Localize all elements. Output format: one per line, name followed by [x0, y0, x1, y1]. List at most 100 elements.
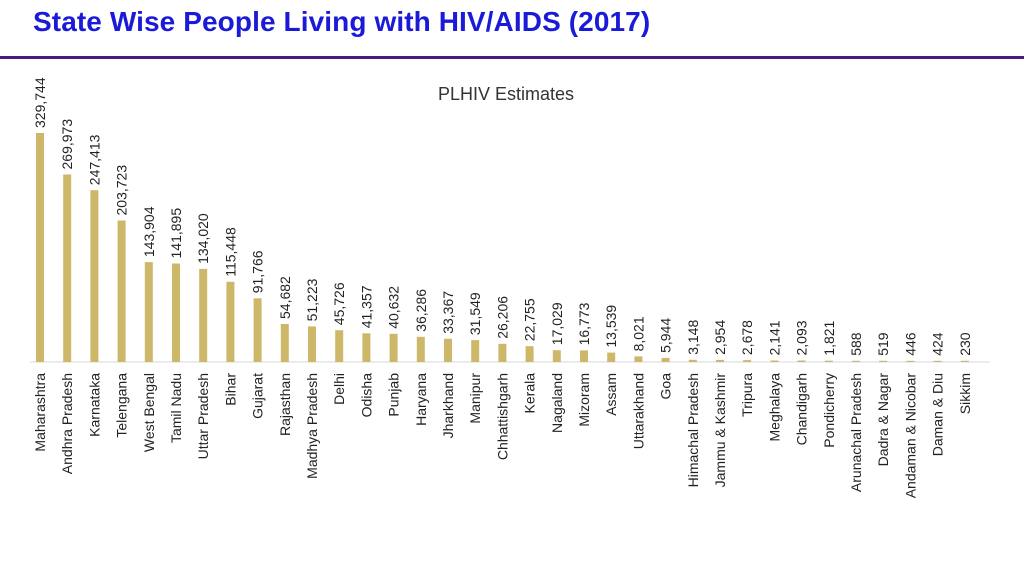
bar-24	[688, 359, 697, 362]
bar-17	[498, 343, 507, 362]
bar-33	[933, 360, 942, 362]
category-label-8: Gujarat	[250, 373, 266, 419]
category-label-33: Daman & Diu	[930, 373, 946, 456]
value-label-11: 45,726	[331, 282, 347, 325]
category-label-10: Madhya Pradesh	[304, 373, 320, 479]
bar-20	[580, 350, 588, 362]
bar-13	[389, 333, 398, 362]
bar-5	[172, 263, 180, 362]
value-label-6: 134,020	[195, 213, 211, 264]
value-label-15: 33,367	[440, 291, 456, 334]
bar-23	[661, 357, 670, 362]
value-labels-group: 329,744 269,973 247,413 203,723 143,904 141,8…	[32, 77, 973, 356]
value-label-21: 13,539	[603, 305, 619, 348]
bar-7	[226, 281, 235, 362]
bar-2	[90, 190, 99, 362]
bar-26	[743, 360, 752, 362]
value-label-31: 519	[875, 332, 891, 356]
category-label-12: Odisha	[358, 373, 374, 418]
category-label-9: Rajasthan	[277, 373, 293, 436]
bar-1	[63, 174, 72, 362]
value-label-0: 329,744	[32, 77, 48, 128]
category-label-27: Meghalaya	[766, 373, 782, 442]
value-label-18: 22,755	[522, 298, 538, 341]
value-label-9: 54,682	[277, 276, 293, 319]
bar-14	[416, 336, 425, 362]
bar-16	[471, 340, 480, 362]
category-label-15: Jharkhand	[440, 373, 456, 438]
value-label-23: 5,944	[658, 318, 674, 353]
chart-title: PLHIV Estimates	[438, 84, 574, 104]
bar-18	[525, 346, 534, 362]
category-label-28: Chandigarh	[794, 373, 810, 445]
bar-31	[879, 360, 888, 362]
category-label-13: Punjab	[386, 373, 402, 417]
category-label-16: Manipur	[467, 373, 483, 424]
category-label-5: Tamil Nadu	[168, 373, 184, 443]
category-label-25: Jammu & Kashmir	[712, 373, 728, 488]
bar-11	[335, 330, 344, 362]
value-label-27: 2,141	[766, 320, 782, 355]
value-label-3: 203,723	[114, 165, 130, 216]
category-label-22: Uttarakhand	[630, 373, 646, 449]
bar-25	[716, 359, 724, 362]
bar-15	[444, 338, 452, 362]
value-label-29: 1,821	[821, 320, 837, 355]
bar-30	[852, 360, 860, 362]
category-label-17: Chhattishgarh	[494, 373, 510, 460]
category-label-30: Arunachal Pradesh	[848, 373, 864, 492]
value-label-5: 141,895	[168, 208, 184, 259]
value-label-24: 3,148	[685, 320, 701, 355]
bar-0	[36, 133, 44, 362]
bar-34	[960, 360, 969, 362]
bar-4	[144, 262, 153, 362]
bars-group	[36, 133, 969, 362]
category-label-20: Mizoram	[576, 373, 592, 427]
value-label-10: 51,223	[304, 278, 320, 321]
value-label-33: 424	[930, 332, 946, 356]
value-label-22: 8,021	[630, 316, 646, 351]
value-label-12: 41,357	[358, 285, 374, 328]
category-labels-group: Maharashtra Andhra Pradesh Karnataka Teleng…	[32, 373, 973, 499]
slide-title: State Wise People Living with HIV/AIDS (…	[33, 6, 651, 37]
category-label-4: West Bengal	[141, 373, 157, 452]
value-label-26: 2,678	[739, 320, 755, 355]
value-label-2: 247,413	[86, 134, 102, 185]
category-label-19: Nagaland	[549, 373, 565, 433]
category-label-14: Haryana	[413, 373, 429, 426]
category-label-31: Dadra & Nagar	[875, 373, 891, 467]
bar-9	[280, 324, 289, 362]
category-label-24: Himachal Pradesh	[685, 373, 701, 487]
value-label-16: 31,549	[467, 292, 483, 335]
bar-29	[824, 360, 833, 362]
category-label-32: Andaman & Nicobar	[902, 373, 918, 499]
value-label-28: 2,093	[794, 320, 810, 355]
category-label-7: Bihar	[222, 373, 238, 406]
category-label-1: Andhra Pradesh	[59, 373, 75, 474]
category-label-3: Telengana	[114, 373, 130, 438]
value-label-4: 143,904	[141, 206, 157, 257]
value-label-7: 115,448	[222, 227, 238, 277]
value-label-19: 17,029	[549, 302, 565, 345]
category-label-11: Delhi	[331, 373, 347, 405]
value-label-30: 588	[848, 332, 864, 356]
value-label-14: 36,286	[413, 289, 429, 332]
category-label-0: Maharashtra	[32, 373, 48, 452]
value-label-20: 16,773	[576, 302, 592, 345]
category-label-34: Sikkim	[957, 373, 973, 414]
bar-6	[199, 268, 208, 362]
bar-27	[770, 360, 779, 362]
value-label-8: 91,766	[250, 250, 266, 293]
bar-12	[362, 333, 371, 362]
title-divider	[0, 56, 1024, 59]
bar-10	[308, 326, 316, 362]
category-label-26: Tripura	[739, 373, 755, 417]
bar-19	[552, 350, 561, 362]
bar-28	[797, 360, 806, 362]
category-label-29: Pondicherry	[821, 373, 837, 448]
category-label-6: Uttar Pradesh	[195, 373, 211, 459]
category-label-2: Karnataka	[86, 373, 102, 437]
value-label-25: 2,954	[712, 320, 728, 355]
value-label-34: 230	[957, 332, 973, 356]
